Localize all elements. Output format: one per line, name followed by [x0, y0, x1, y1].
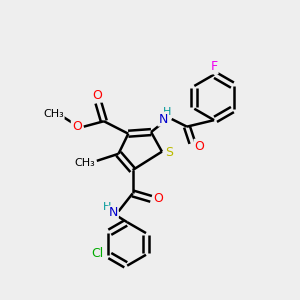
Text: CH₃: CH₃ [74, 158, 95, 168]
Text: N: N [158, 112, 168, 126]
Text: S: S [166, 146, 173, 159]
Text: H: H [102, 202, 111, 212]
Text: O: O [92, 89, 102, 102]
Text: N: N [108, 206, 118, 220]
Text: O: O [72, 120, 82, 133]
Text: O: O [154, 192, 164, 206]
Text: H: H [163, 107, 172, 117]
Text: Cl: Cl [92, 247, 104, 260]
Text: O: O [194, 140, 204, 153]
Text: CH₃: CH₃ [43, 109, 64, 118]
Text: F: F [211, 60, 218, 74]
